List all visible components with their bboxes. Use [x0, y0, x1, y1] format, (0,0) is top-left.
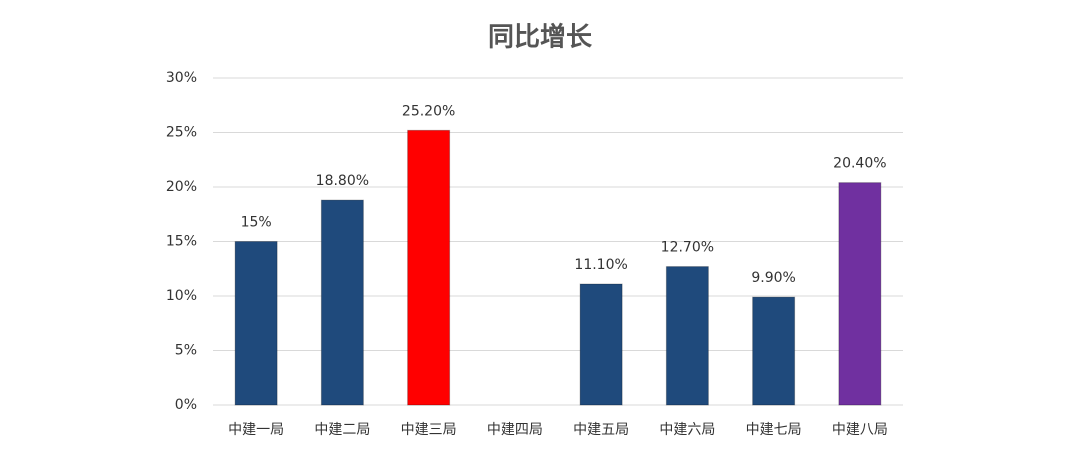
- x-tick-label: 中建三局: [401, 422, 457, 438]
- y-tick-label: 30%: [166, 70, 197, 86]
- y-tick-label: 15%: [166, 234, 197, 250]
- value-label: 18.80%: [316, 173, 369, 189]
- y-tick-label: 20%: [166, 179, 197, 195]
- value-label: 15%: [241, 215, 272, 231]
- value-label: 20.40%: [833, 156, 886, 172]
- x-tick-label: 中建七局: [746, 422, 802, 438]
- bar: [579, 283, 623, 406]
- x-tick-label: 中建一局: [228, 422, 284, 438]
- bar: [234, 241, 278, 406]
- value-label: 12.70%: [661, 240, 714, 256]
- y-tick-label: 0%: [175, 397, 197, 413]
- value-label: 11.10%: [574, 257, 627, 273]
- x-tick-label: 中建八局: [832, 422, 888, 438]
- bar: [665, 266, 709, 406]
- bar: [752, 296, 796, 406]
- bar: [407, 129, 451, 406]
- chart-title: 同比增长: [488, 22, 593, 53]
- y-tick-label: 10%: [166, 288, 197, 304]
- value-label: 9.90%: [751, 270, 795, 286]
- x-tick-label: 中建四局: [487, 422, 543, 438]
- bar: [320, 199, 364, 406]
- bar: [838, 182, 882, 406]
- x-tick-label: 中建六局: [659, 422, 715, 438]
- x-tick-label: 中建五局: [573, 422, 629, 438]
- y-tick-label: 5%: [175, 343, 197, 359]
- y-tick-label: 25%: [166, 125, 197, 141]
- x-tick-label: 中建二局: [314, 422, 370, 438]
- value-label: 25.20%: [402, 103, 455, 119]
